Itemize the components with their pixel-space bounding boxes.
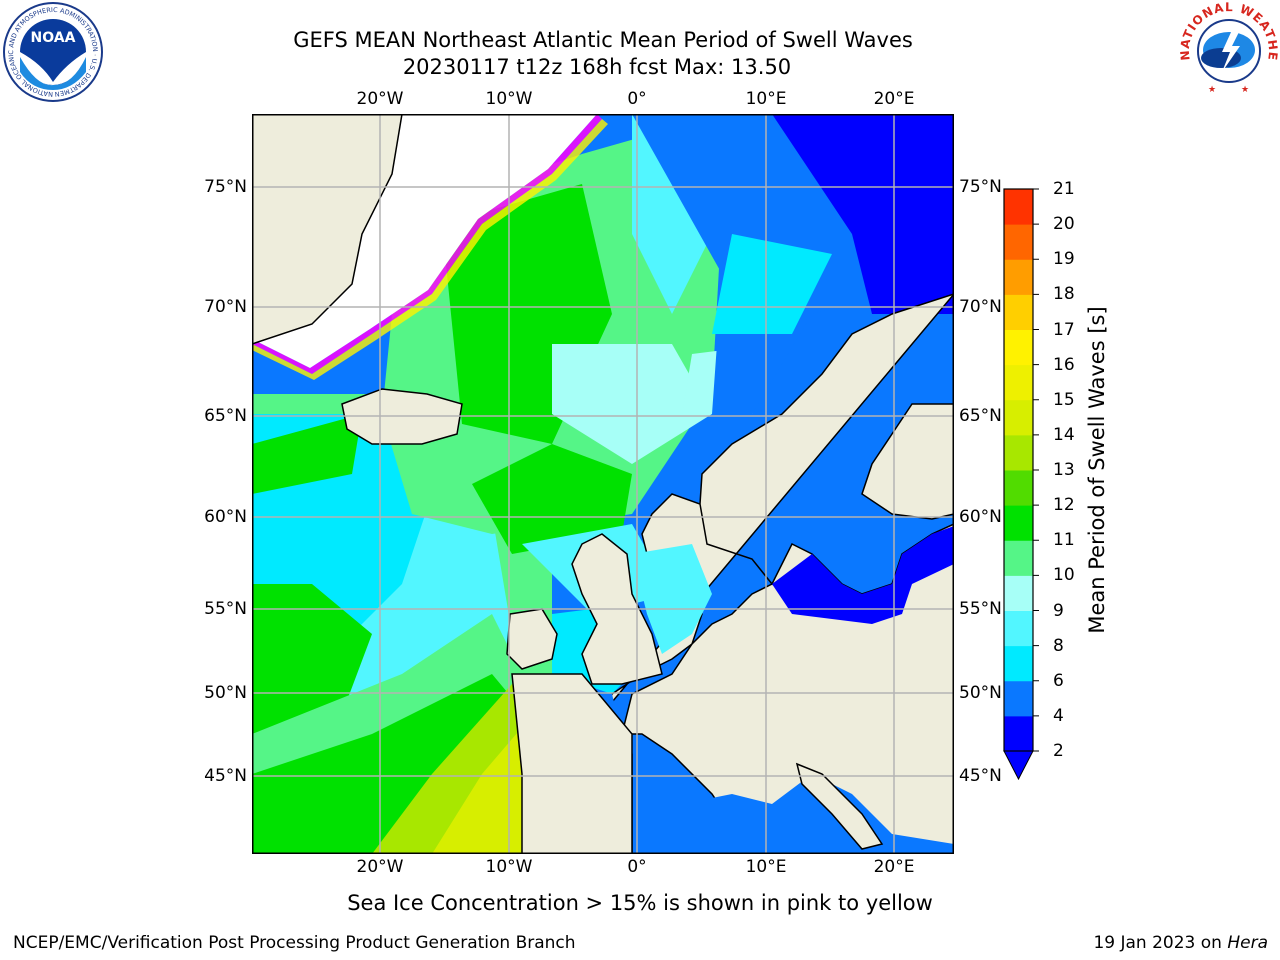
colorbar-tick-label: 18	[1053, 284, 1075, 305]
swell-period-field	[252, 114, 954, 854]
lat-label-right-65n: 65°N	[959, 406, 1002, 426]
nws-logo: NATIONAL WEATHER SERVICE ★ ★	[1178, 0, 1279, 99]
host-name: Hera	[1227, 933, 1268, 953]
colorbar-tick-label: 14	[1053, 424, 1075, 445]
map-frame	[252, 114, 954, 854]
greenland-land	[252, 114, 403, 345]
colorbar-segment	[1004, 505, 1033, 541]
colorbar	[1003, 188, 1039, 781]
credit-text: NCEP/EMC/Verification Post Processing Pr…	[13, 933, 576, 953]
lat-label-right-60n: 60°N	[959, 507, 1002, 527]
lon-label-bottom-10e: 10°E	[745, 857, 787, 877]
colorbar-segment	[1004, 294, 1033, 330]
colorbar-segment	[1004, 715, 1033, 752]
colorbar-segment	[1004, 329, 1033, 366]
colorbar-tick-label: 12	[1053, 495, 1075, 516]
colorbar-tick-label: 2	[1053, 741, 1064, 761]
finland-land	[861, 403, 954, 520]
colorbar-tick-label: 17	[1053, 319, 1075, 340]
lat-label-right-50n: 50°N	[959, 683, 1002, 703]
lat-label-left-65n: 65°N	[204, 406, 247, 426]
lon-label-bottom-20w: 20°W	[356, 857, 404, 877]
lat-label-right-55n: 55°N	[959, 599, 1002, 619]
north-sea	[632, 544, 712, 654]
colorbar-tick-label: 19	[1053, 249, 1075, 270]
lat-label-left-70n: 70°N	[204, 297, 247, 317]
colorbar-segment	[1004, 645, 1033, 682]
lat-label-right-70n: 70°N	[959, 297, 1002, 317]
map-panel	[252, 114, 954, 854]
colorbar-segment	[1004, 470, 1033, 506]
colorbar-segment	[1004, 189, 1033, 225]
lat-label-left-75n: 75°N	[204, 177, 247, 197]
colorbar-segment	[1004, 575, 1033, 611]
noaa-logo: NATIONAL OCEANIC AND ATMOSPHERIC ADMINIS…	[2, 2, 103, 102]
colorbar-segment	[1004, 680, 1033, 717]
lat-label-right-45n: 45°N	[959, 766, 1002, 786]
colorbar-tick-label: 21	[1053, 179, 1075, 199]
lat-label-left-55n: 55°N	[204, 599, 247, 619]
date-text: 19 Jan 2023 on	[1093, 933, 1228, 953]
colorbar-segment	[1004, 610, 1033, 647]
colorbar-segment	[1004, 224, 1033, 260]
date-stamp: 19 Jan 2023 on Hera	[1093, 933, 1268, 953]
colorbar-label: Mean Period of Swell Waves [s]	[1085, 306, 1109, 634]
colorbar-segment	[1004, 364, 1033, 401]
lat-label-left-60n: 60°N	[204, 507, 247, 527]
colorbar-tick-label: 13	[1053, 460, 1075, 480]
colorbar-segment	[1004, 434, 1033, 471]
sea-ice-note: Sea Ice Concentration > 15% is shown in …	[347, 891, 933, 915]
svg-text:★: ★	[1241, 85, 1249, 95]
colorbar-tick-label: 10	[1053, 565, 1075, 586]
svg-text:★: ★	[1208, 85, 1216, 95]
lon-label-top-0: 0°	[627, 89, 647, 109]
lon-label-top-10w: 10°W	[485, 89, 533, 109]
lon-label-top-20e: 20°E	[873, 89, 915, 109]
colorbar-extend-triangle	[1003, 750, 1034, 781]
colorbar-tick-label: 9	[1053, 600, 1064, 621]
colorbar-tick-label: 20	[1053, 214, 1075, 235]
italy-land	[795, 762, 884, 850]
colorbar-segment	[1004, 540, 1033, 576]
chart-subtitle: 20230117 t12z 168h fcst Max: 13.50	[402, 55, 792, 79]
lat-label-right-75n: 75°N	[959, 177, 1002, 197]
graticule	[252, 114, 954, 854]
colorbar-tick-label: 8	[1053, 635, 1064, 656]
lon-label-bottom-0: 0°	[627, 857, 647, 877]
iberia-land	[511, 673, 633, 854]
mediterranean-sea	[672, 774, 954, 854]
lat-label-left-45n: 45°N	[204, 766, 247, 786]
chart-title: GEFS MEAN Northeast Atlantic Mean Period…	[293, 28, 913, 52]
colorbar-tick-label: 6	[1053, 670, 1064, 691]
lon-label-bottom-20e: 20°E	[873, 857, 915, 877]
colorbar-tick-label: 4	[1053, 705, 1064, 726]
lat-label-left-50n: 50°N	[204, 683, 247, 703]
colorbar-segment	[1004, 259, 1033, 295]
noaa-logo-text: NOAA	[31, 30, 76, 46]
lon-label-top-20w: 20°W	[356, 89, 404, 109]
baltic-sea	[772, 526, 954, 624]
colorbar-segment	[1004, 399, 1033, 436]
lon-label-bottom-10w: 10°W	[485, 857, 533, 877]
lon-label-top-10e: 10°E	[745, 89, 787, 109]
colorbar-tick-label: 15	[1053, 389, 1075, 410]
colorbar-tick-label: 16	[1053, 354, 1075, 375]
colorbar-tick-label: 11	[1053, 530, 1075, 551]
